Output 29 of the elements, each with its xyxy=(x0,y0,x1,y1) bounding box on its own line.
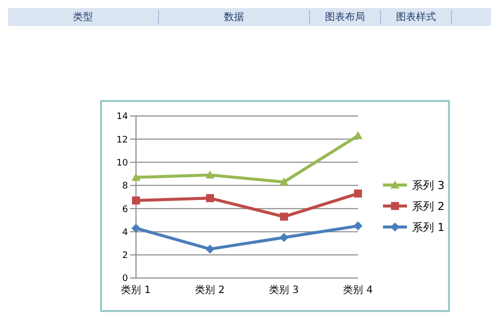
text: 数据 xyxy=(159,10,310,24)
x-tick-label: 类别 3 xyxy=(269,284,299,296)
point xyxy=(206,170,214,179)
y-tick-label: 10 xyxy=(116,158,128,168)
point xyxy=(354,190,362,198)
point xyxy=(280,177,288,186)
text: 类型 xyxy=(8,10,159,24)
point xyxy=(280,212,288,221)
y-tick-label: 2 xyxy=(122,251,128,262)
y-tick-label: 4 xyxy=(122,228,128,238)
text: 图表布局 xyxy=(310,10,381,24)
x-tick-label: 类别 2 xyxy=(195,284,225,296)
x-tick-label: 类别 4 xyxy=(343,284,373,296)
point xyxy=(206,194,214,202)
legend-label: 系列 3 xyxy=(412,178,444,192)
y-tick-label: 6 xyxy=(122,204,128,215)
y-tick-label: 12 xyxy=(116,135,128,146)
point xyxy=(280,233,288,242)
legend-label: 系列 2 xyxy=(412,198,444,214)
point xyxy=(132,172,140,181)
point xyxy=(354,221,362,230)
x-tick-label: 类别 1 xyxy=(121,284,151,296)
point xyxy=(132,196,140,204)
legend-label: 系列 1 xyxy=(412,220,444,234)
y-tick-label: 8 xyxy=(122,182,128,192)
point xyxy=(206,244,214,254)
y-tick-label: 14 xyxy=(116,112,128,122)
y-tick-label: 0 xyxy=(122,274,128,284)
text: 图表样式 xyxy=(381,10,452,24)
